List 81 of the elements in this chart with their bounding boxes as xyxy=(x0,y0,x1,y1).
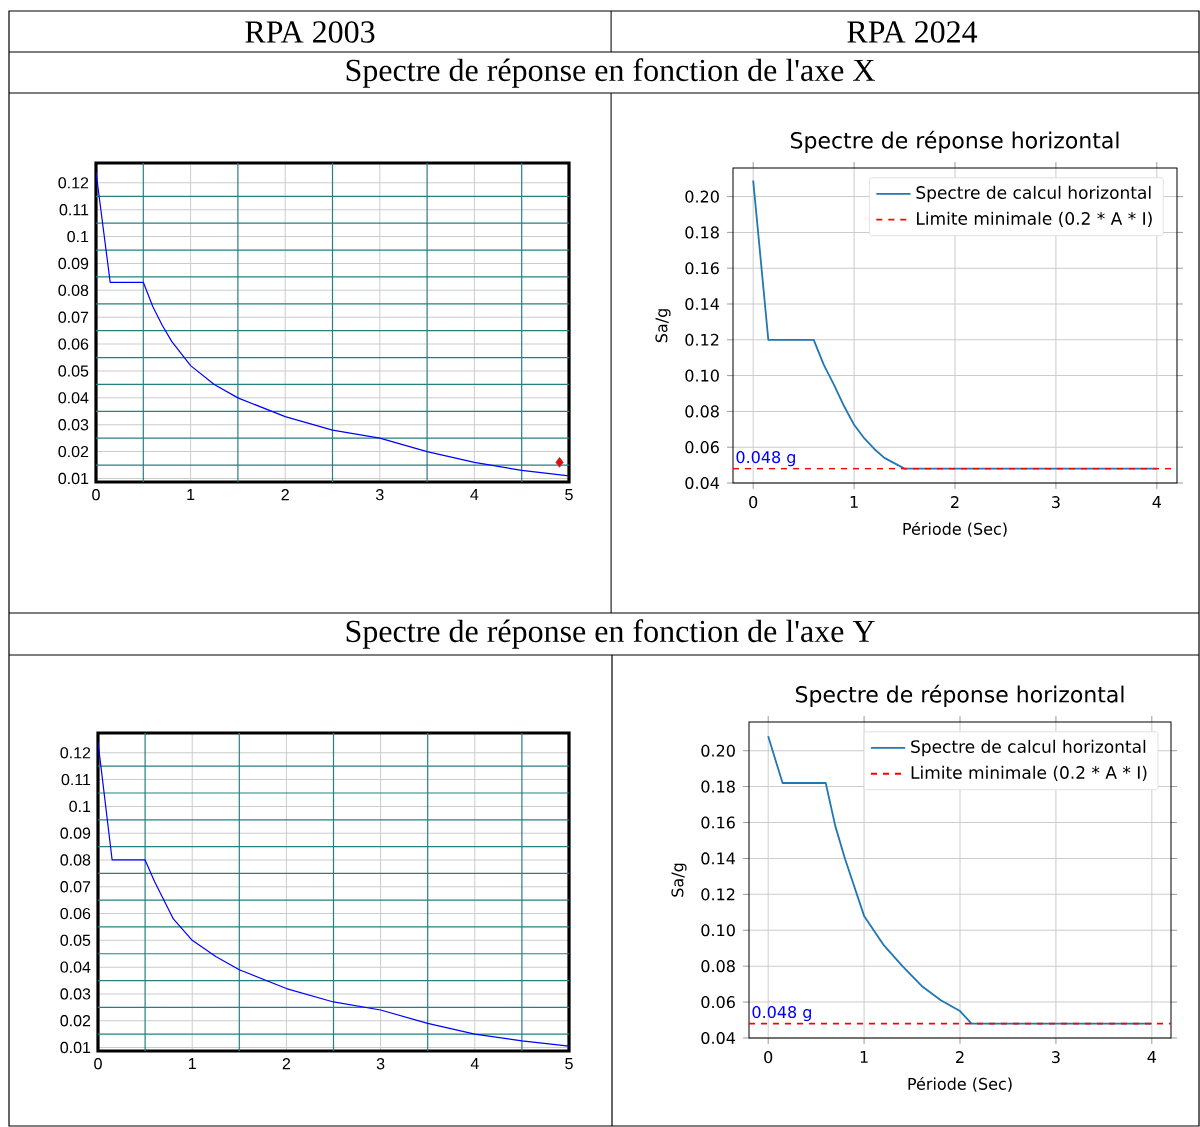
text: Spectre de réponse en fonction de l'axe X xyxy=(346,58,875,88)
y-tick-label: 0.02 xyxy=(60,1015,91,1027)
x-tick-label: 5 xyxy=(565,1058,573,1070)
x-tick-label: 4 xyxy=(470,1058,479,1070)
x-tick-label: 0 xyxy=(94,1058,102,1070)
x-tick-label: 3 xyxy=(376,1058,385,1070)
y-tick-label: 0.08 xyxy=(58,284,89,297)
x-tick-label: 3 xyxy=(1052,496,1060,509)
line-series xyxy=(96,171,569,477)
x-tick-label: 4 xyxy=(1152,496,1162,508)
legend-label: Spectre de calcul horizontal xyxy=(911,739,1146,757)
x-tick-label: 4 xyxy=(1147,1051,1157,1063)
y-tick-label: 0.11 xyxy=(61,773,91,786)
x-tick-label: 3 xyxy=(375,489,384,501)
y-tick-label: 0.02 xyxy=(58,445,89,458)
x-tick-label: 2 xyxy=(956,1051,964,1063)
x-tick-label: 1 xyxy=(188,1058,196,1070)
y-tick-label: 0.12 xyxy=(685,333,719,346)
x-axis-title: Période (Sec) xyxy=(908,1076,1012,1092)
y-tick-label: 0.12 xyxy=(701,888,735,901)
y-tick-label: 0.12 xyxy=(60,747,91,759)
y-tick-label: 0.07 xyxy=(60,881,91,893)
y-tick-label: 0.08 xyxy=(701,960,735,973)
legend-label: Spectre de calcul horizontal xyxy=(916,185,1151,203)
y-tick-label: 0.08 xyxy=(60,854,91,866)
y-tick-label: 0.08 xyxy=(685,405,719,418)
y-tick-label: 0.04 xyxy=(58,392,89,404)
y-tick-label: 0.06 xyxy=(58,338,89,350)
y-axis-title: Sa/g xyxy=(671,863,687,897)
y-tick-label: 0.11 xyxy=(59,204,89,216)
x-tick-label: 1 xyxy=(187,489,195,501)
y-tick-label: 0.03 xyxy=(60,988,91,1000)
y-axis-title: Sa/g xyxy=(655,309,671,343)
y-tick-label: 0.1 xyxy=(67,230,89,243)
text: Spectre de réponse en fonction de l'axe Y xyxy=(346,619,875,649)
x-tick-label: 2 xyxy=(282,1058,291,1070)
x-tick-label: 3 xyxy=(1052,1051,1060,1064)
x-tick-label: 4 xyxy=(470,489,479,501)
annotation: 0.048 g xyxy=(752,1006,811,1022)
x-tick-label: 2 xyxy=(281,489,289,501)
y-tick-label: 0.04 xyxy=(60,961,91,973)
y-tick-label: 0.07 xyxy=(58,311,89,323)
x-tick-label: 0 xyxy=(92,489,100,501)
x-tick-label: 2 xyxy=(951,496,959,508)
y-tick-label: 0.05 xyxy=(58,365,89,377)
y-tick-label: 0.18 xyxy=(701,780,735,793)
x-axis-title: Période (Sec) xyxy=(903,521,1007,537)
y-tick-label: 0.05 xyxy=(60,934,91,947)
y-tick-label: 0.14 xyxy=(701,852,736,865)
x-tick-label: 0 xyxy=(749,496,758,509)
y-tick-label: 0.1 xyxy=(69,800,91,813)
y-tick-label: 0.20 xyxy=(685,190,719,203)
y-tick-label: 0.06 xyxy=(701,996,735,1009)
y-tick-label: 0.04 xyxy=(685,476,720,490)
y-tick-label: 0.18 xyxy=(685,226,719,239)
chart-title: Spectre de réponse horizontal xyxy=(790,130,1119,153)
text: RPA 2003 xyxy=(245,21,375,43)
legend-label: Limite minimale (0.2 * A * I) xyxy=(917,211,1152,227)
y-tick-label: 0.14 xyxy=(685,297,720,311)
chart-title: Spectre de réponse horizontal xyxy=(795,684,1124,707)
y-tick-label: 0.10 xyxy=(685,369,719,382)
x-tick-label: 1 xyxy=(850,496,858,508)
y-tick-label: 0.16 xyxy=(685,262,719,275)
x-tick-label: 1 xyxy=(860,1051,868,1063)
annotation: 0.048 g xyxy=(736,451,795,467)
text: RPA 2024 xyxy=(847,21,978,43)
y-tick-label: 0.09 xyxy=(60,827,91,839)
y-tick-label: 0.09 xyxy=(58,257,89,270)
y-tick-label: 0.06 xyxy=(60,907,91,920)
y-tick-label: 0.01 xyxy=(58,472,89,485)
y-tick-label: 0.01 xyxy=(60,1041,91,1054)
x-tick-label: 5 xyxy=(565,489,573,501)
y-tick-label: 0.12 xyxy=(58,177,89,189)
y-tick-label: 0.04 xyxy=(701,1031,736,1045)
y-tick-label: 0.16 xyxy=(701,816,735,829)
legend-label: Limite minimale (0.2 * A * I) xyxy=(911,765,1147,781)
y-tick-label: 0.03 xyxy=(58,419,89,431)
y-tick-label: 0.20 xyxy=(701,744,735,757)
y-tick-label: 0.06 xyxy=(685,441,719,454)
x-tick-label: 0 xyxy=(764,1051,773,1064)
y-tick-label: 0.10 xyxy=(701,924,735,937)
